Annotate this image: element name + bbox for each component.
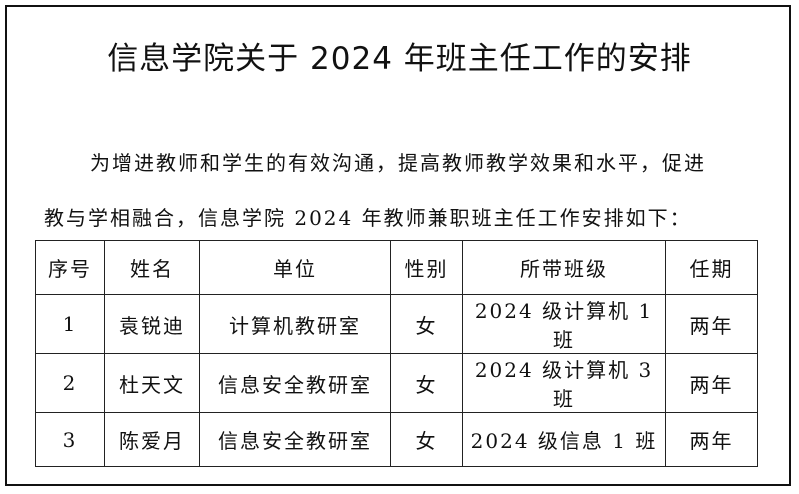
page-border	[5, 5, 791, 486]
table-header-row: 序号 姓名 单位 性别 所带班级 任期	[35, 240, 758, 295]
document-title: 信息学院关于 2024 年班主任工作的安排	[107, 41, 692, 77]
cell-name: 袁锐迪	[104, 294, 200, 354]
cell-class: 2024 级计算机 3 班	[462, 353, 666, 413]
assignment-table: 序号 姓名 单位 性别 所带班级 任期 1 袁锐迪 计算机教研室 女 2024 …	[35, 240, 758, 467]
cell-name: 杜天文	[104, 353, 200, 413]
table-row: 1 袁锐迪 计算机教研室 女 2024 级计算机 1 班 两年	[35, 294, 758, 354]
table-row: 3 陈爱月 信息安全教研室 女 2024 级信息 1 班 两年	[35, 412, 758, 467]
header-cell: 姓名	[104, 240, 200, 295]
cell-index: 3	[35, 412, 105, 467]
cell-index: 2	[35, 353, 105, 413]
cell-term: 两年	[665, 353, 758, 413]
header-cell: 序号	[35, 240, 105, 295]
cell-term: 两年	[665, 294, 758, 354]
table-row: 2 杜天文 信息安全教研室 女 2024 级计算机 3 班 两年	[35, 353, 758, 413]
header-cell: 任期	[665, 240, 758, 295]
cell-gender: 女	[390, 353, 463, 413]
paragraph-line-2: 教与学相融合，信息学院 2024 年教师兼职班主任工作安排如下：	[44, 206, 692, 230]
paragraph-line-1: 为增进教师和学生的有效沟通，提高教师教学效果和水平，促进	[90, 151, 706, 175]
cell-term: 两年	[665, 412, 758, 467]
header-cell: 所带班级	[462, 240, 666, 295]
cell-class: 2024 级信息 1 班	[462, 412, 666, 467]
cell-unit: 信息安全教研室	[199, 353, 391, 413]
cell-unit: 计算机教研室	[199, 294, 391, 354]
cell-class: 2024 级计算机 1 班	[462, 294, 666, 354]
header-cell: 性别	[390, 240, 463, 295]
cell-name: 陈爱月	[104, 412, 200, 467]
cell-index: 1	[35, 294, 105, 354]
header-cell: 单位	[199, 240, 391, 295]
cell-gender: 女	[390, 294, 463, 354]
cell-unit: 信息安全教研室	[199, 412, 391, 467]
cell-gender: 女	[390, 412, 463, 467]
